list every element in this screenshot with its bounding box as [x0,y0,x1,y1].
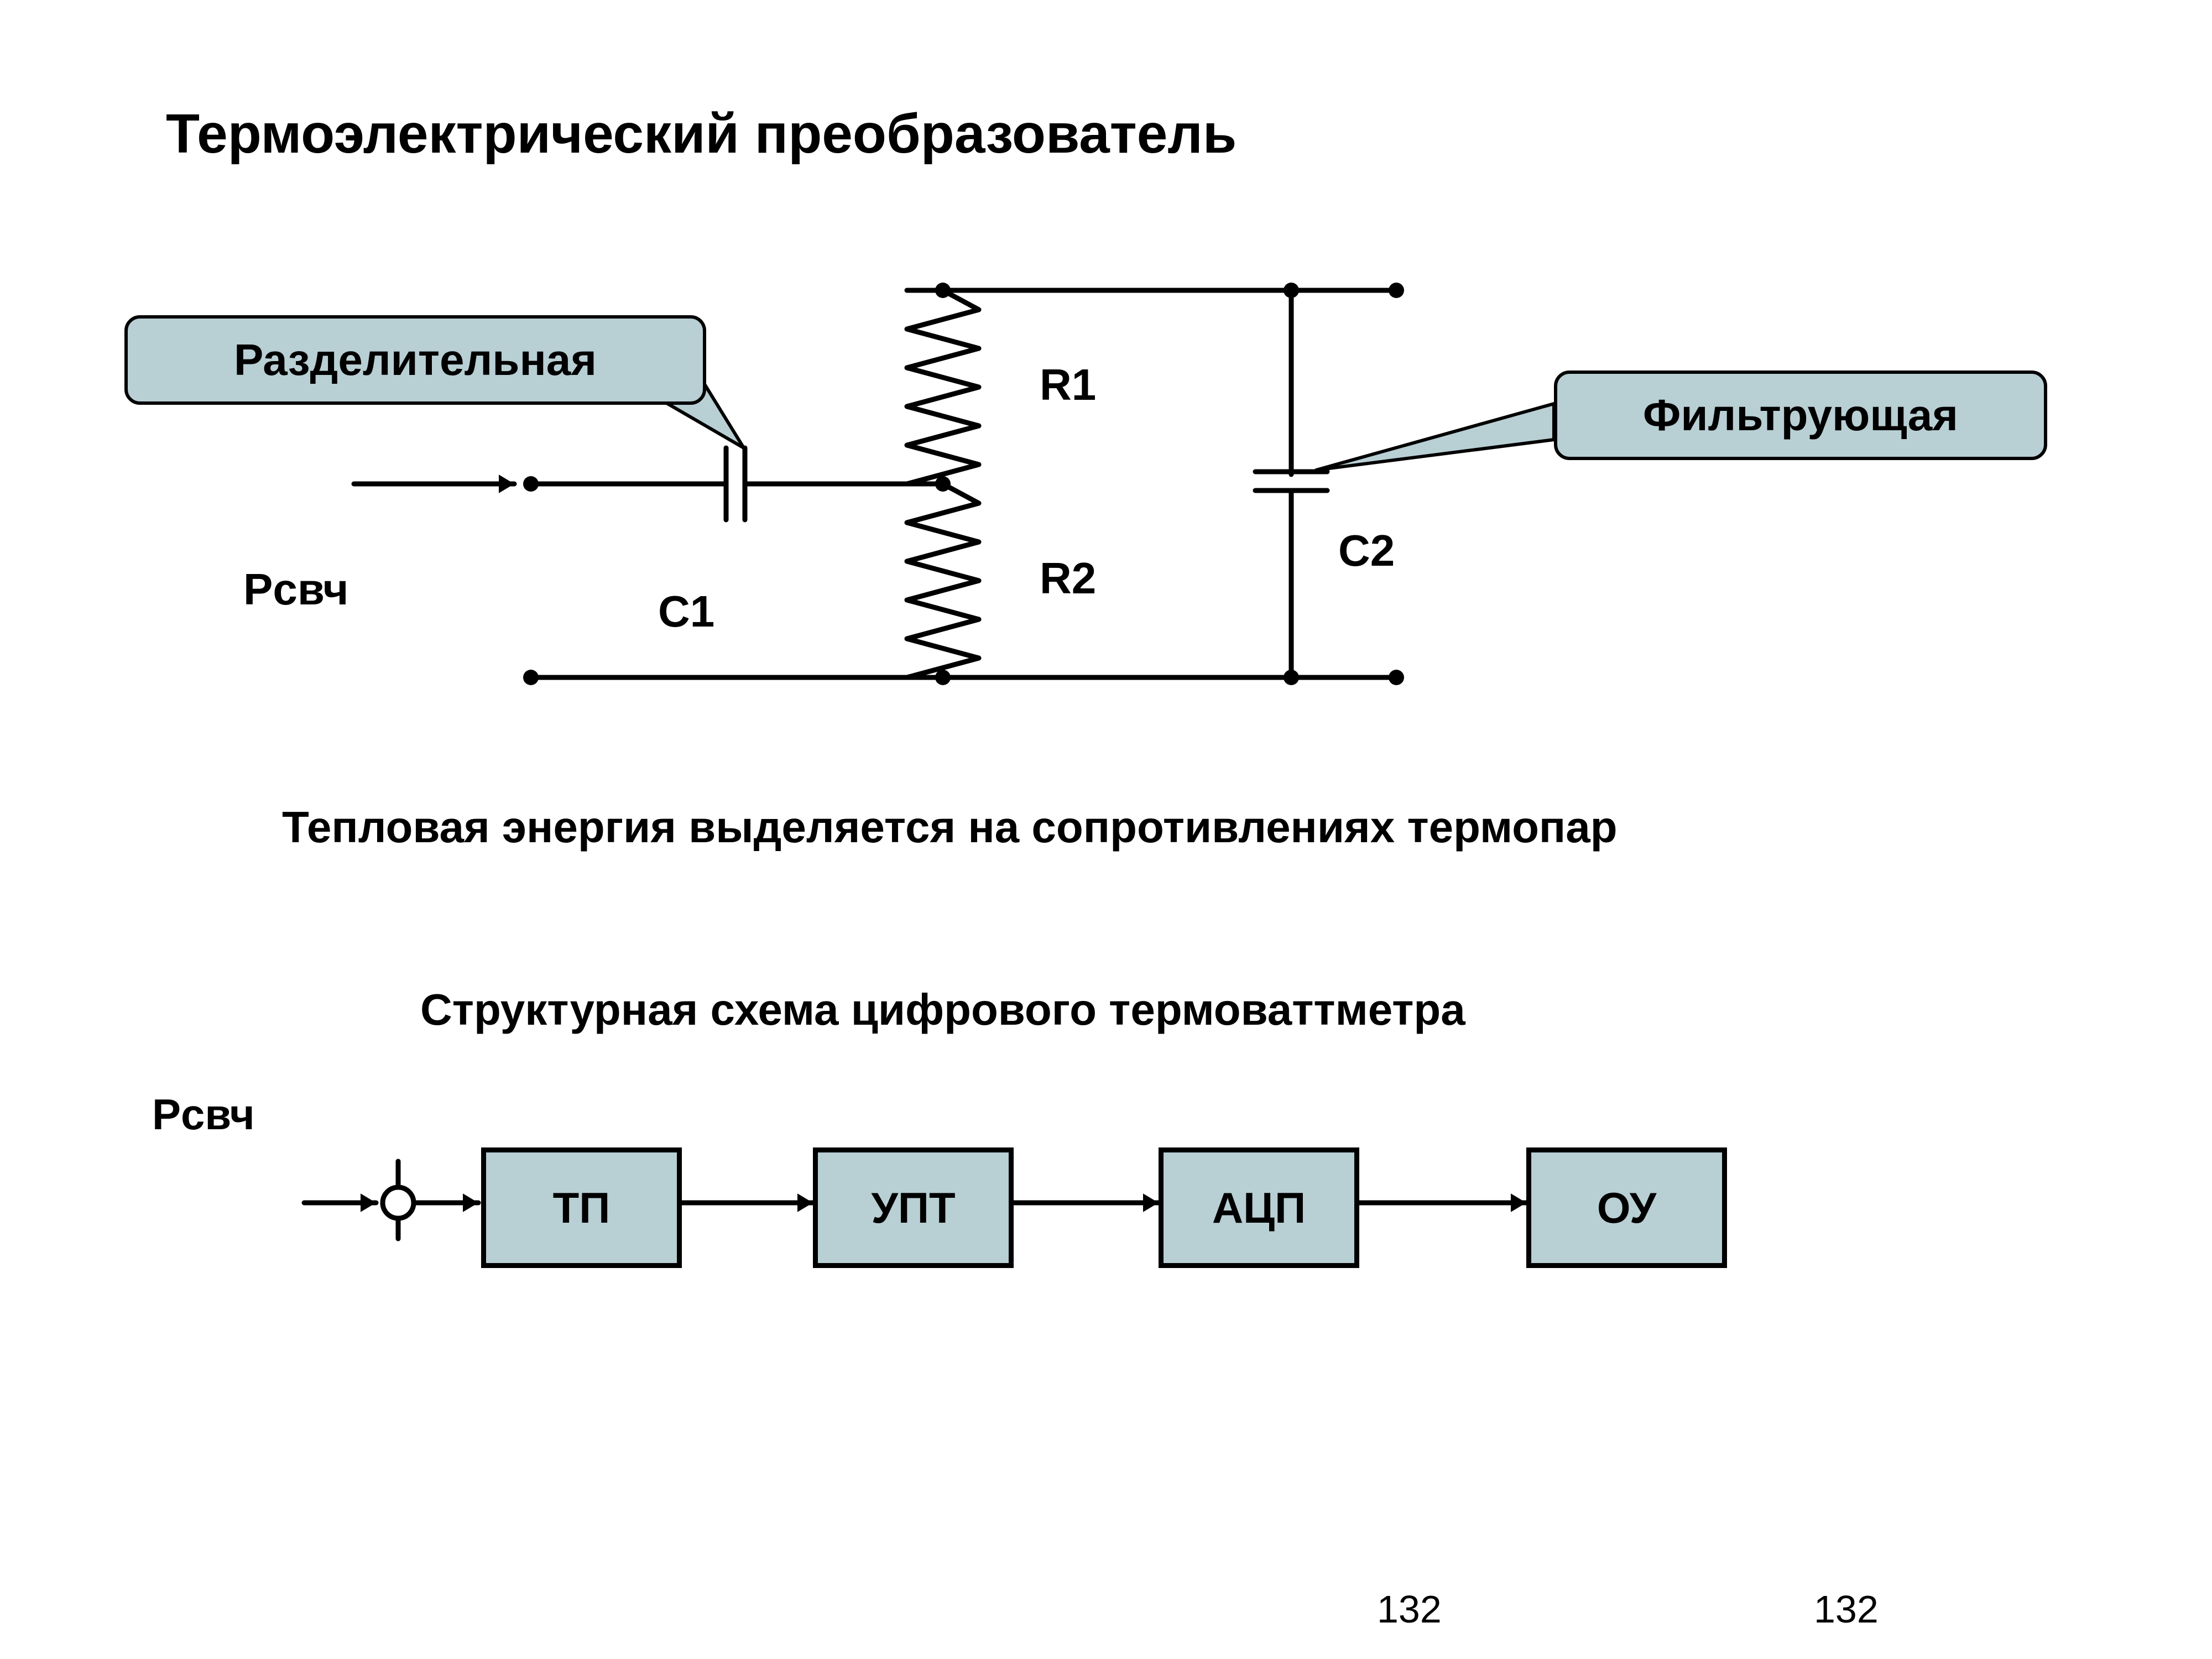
caption-blockdiagram: Структурная схема цифрового термоваттмет… [420,984,1465,1035]
block-ТП: ТП [481,1147,682,1268]
block-label: УПТ [871,1183,955,1233]
label-r1: R1 [1040,359,1096,410]
caption-thermal: Тепловая энергия выделяется на сопротивл… [282,802,1618,853]
label-psvc-block: Рсвч [152,1089,255,1140]
block-diagram [0,1106,2212,1327]
page-number-right: 132 [1814,1587,1879,1631]
block-label: АЦП [1212,1183,1306,1233]
label-r2: R2 [1040,553,1096,604]
page-number-left: 132 [1377,1587,1442,1631]
block-label: ТП [553,1183,611,1233]
block-label: ОУ [1597,1183,1656,1233]
block-АЦП: АЦП [1159,1147,1359,1268]
callout-filtering-label: Фильтрующая [1643,390,1958,441]
page: Термоэлектрический преобразователь Разде… [0,0,2212,1659]
label-c2: C2 [1338,525,1395,576]
callout-separating-label: Разделительная [234,335,597,385]
callout-filtering: Фильтрующая [1554,371,2047,460]
callout-separating: Разделительная [124,315,706,405]
block-ОУ: ОУ [1526,1147,1727,1268]
block-УПТ: УПТ [813,1147,1014,1268]
label-psvc: Рсвч [243,564,348,615]
label-c1: C1 [658,586,714,637]
